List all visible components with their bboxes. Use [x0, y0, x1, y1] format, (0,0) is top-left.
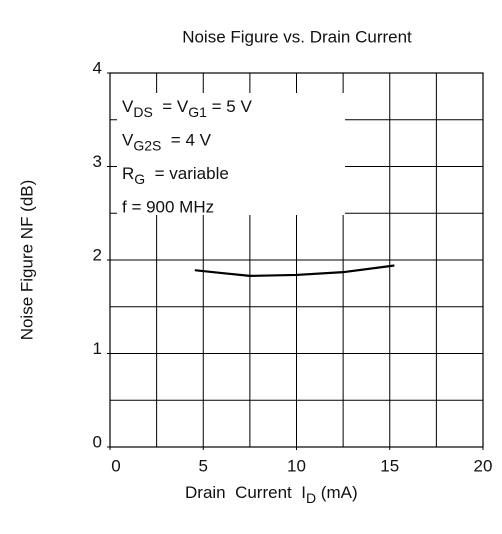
- annotation-part: V: [122, 97, 134, 116]
- annotation-part: DS: [133, 104, 152, 120]
- annotation: f = 900 MHz: [122, 198, 214, 217]
- line: [194, 264, 395, 277]
- y-tick-label: 3: [93, 152, 102, 171]
- y-tick-label: 1: [93, 339, 102, 358]
- x-tick-label: 15: [380, 456, 399, 475]
- x-axis-label-part: (mA): [316, 483, 358, 502]
- y-tick-label: 2: [93, 245, 102, 264]
- annotation: VG2S = 4 V: [122, 131, 212, 153]
- x-axis-label-part: D: [306, 490, 316, 506]
- annotation-part: = 5 V: [207, 97, 253, 116]
- annotation-part: = variable: [145, 164, 229, 183]
- x-axis-label: Drain Current ID (mA): [185, 483, 358, 505]
- annotation-part: R: [122, 164, 134, 183]
- chart-title: Noise Figure vs. Drain Current: [182, 27, 412, 46]
- annotation-box: [117, 93, 345, 215]
- x-tick-label: 5: [199, 456, 208, 475]
- annotation-part: = 4 V: [161, 131, 211, 150]
- annotation: VDS = VG1 = 5 V: [122, 97, 252, 119]
- annotation-part: = V: [153, 97, 189, 116]
- annotation: RG = variable: [122, 164, 229, 186]
- y-tick-label: 4: [93, 58, 102, 77]
- x-tick-label: 10: [287, 456, 306, 475]
- annotation-part: G1: [188, 104, 207, 120]
- x-tick-label: 0: [111, 456, 120, 475]
- x-axis-label-part: Drain Current I: [185, 483, 306, 502]
- annotation-part: G: [134, 171, 145, 187]
- y-axis-label: Noise Figure NF (dB): [17, 180, 36, 341]
- annotation-part: G2S: [133, 137, 161, 153]
- x-tick-label: 20: [474, 456, 493, 475]
- annotation-part: V: [122, 131, 134, 150]
- annotation-part: f = 900 MHz: [122, 198, 214, 217]
- y-tick-label: 0: [93, 432, 102, 451]
